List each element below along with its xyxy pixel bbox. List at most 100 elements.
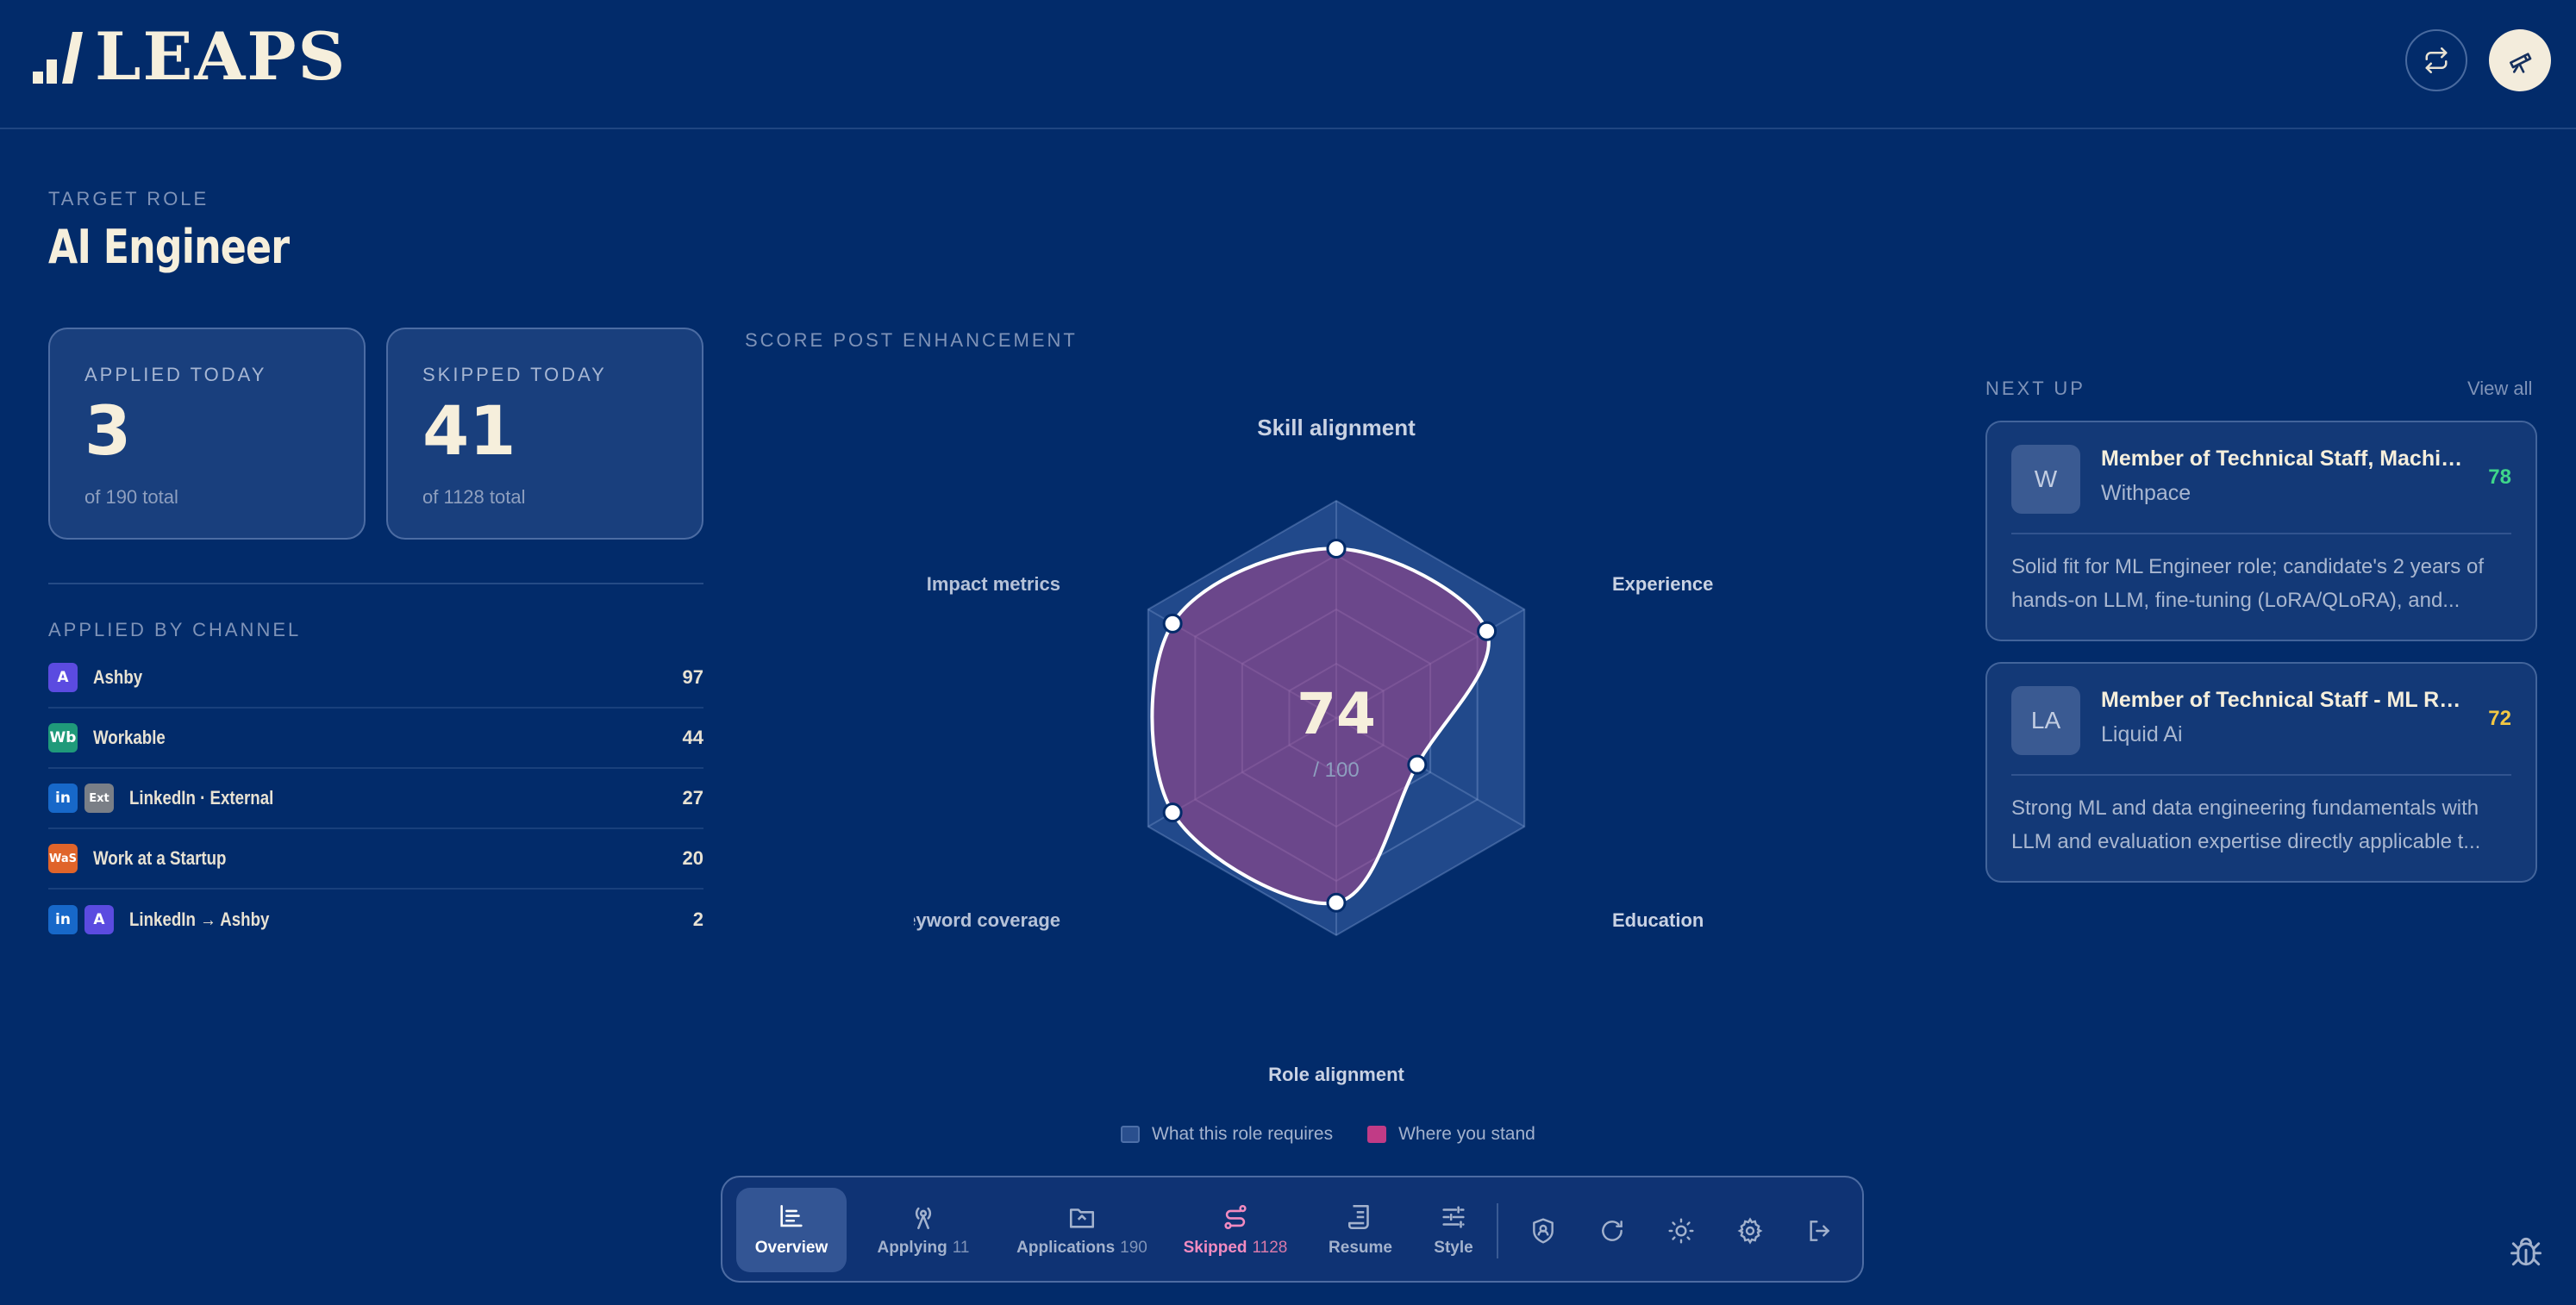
overview-icon [780,1204,803,1227]
channel-badge: A [48,663,78,692]
view-all-link[interactable]: View all [2467,378,2533,399]
skipped-today-card: SKIPPED TODAY 41 of 1128 total [386,328,703,540]
route-icon [1224,1204,1247,1230]
legend-required: What this role requires [1121,1124,1333,1145]
radar-axis-label: Role alignment [1268,1064,1404,1085]
channel-badge: WaS [48,844,78,873]
job-score: 72 [2488,707,2511,730]
tab-label: Applications 190 [1016,1239,1147,1257]
tab-applications[interactable]: Applications 190 [1000,1188,1164,1272]
company-avatar: W [2011,445,2080,514]
score-value: 74 [1297,681,1376,747]
job-title: Member of Technical Staff - ML Research … [2101,688,2472,712]
channel-badge: Ext [84,784,114,813]
gear-icon [1737,1217,1763,1245]
bug-icon [2510,1237,2542,1266]
channel-name: LinkedIn → Ashby [129,909,270,930]
radar-point [1407,754,1428,775]
tab-overview[interactable]: Overview [736,1188,847,1272]
divider [2011,774,2511,776]
repeat-icon [2425,47,2448,73]
job-card[interactable]: W Member of Technical Staff, Machine Lea… [1985,421,2537,641]
channel-row: in A LinkedIn → Ashby 2 [48,890,703,950]
refresh-button[interactable] [1597,1215,1628,1246]
channel-row: Wb Workable 44 [48,709,703,769]
tab-label: Style [1434,1239,1473,1257]
channel-row: in Ext LinkedIn · External 27 [48,769,703,829]
settings-button[interactable] [1735,1215,1766,1246]
radar-legend: What this role requires Where you stand [1121,1124,1535,1145]
job-company: Liquid Ai [2101,722,2183,746]
logout-icon [1810,1221,1830,1241]
tab-label: Applying 11 [877,1239,970,1257]
logo[interactable]: LEAPS [33,18,347,95]
channel-name: Ashby [93,666,143,688]
radar-point [1326,538,1347,559]
radar-chart: Skill alignment Experience Education Role a… [914,415,1713,1085]
channels-label: APPLIED BY CHANNEL [48,619,302,640]
refresh-icon [1602,1221,1623,1241]
app-header: LEAPS [0,0,2576,129]
bottom-dock: Overview Applying 11 Applications 190 Skip… [721,1176,1864,1283]
channel-count: 2 [692,909,703,930]
job-company: Withpace [2101,481,2191,505]
applied-today-card: APPLIED TODAY 3 of 190 total [48,328,366,540]
score-section-label: SCORE POST ENHANCEMENT [745,329,1078,351]
stat-foot: of 190 total [84,486,178,508]
stat-value: 3 [84,393,132,471]
job-description: Solid fit for ML Engineer role; candidat… [2011,555,2484,612]
channel-row: A Ashby 97 [48,648,703,709]
job-card[interactable]: LA Member of Technical Staff - ML Resear… [1985,662,2537,883]
stat-value: 41 [422,393,516,471]
broadcast-icon [915,1207,932,1230]
tab-label: Overview [754,1239,828,1257]
telescope-button[interactable] [2489,29,2551,91]
target-role-label: TARGET ROLE [48,188,209,209]
tab-resume[interactable]: Resume [1309,1188,1412,1272]
privacy-button[interactable] [1528,1215,1559,1246]
channel-badge: A [84,905,114,934]
debug-button[interactable] [2507,1233,2545,1271]
job-description: Strong ML and data engineering fundament… [2011,796,2481,853]
tab-applying[interactable]: Applying 11 [859,1188,988,1272]
radar-point [1162,802,1183,823]
stat-label: APPLIED TODAY [84,364,267,385]
radar-point [1326,892,1347,913]
dock-divider [1497,1203,1498,1258]
channel-name: Workable [93,727,166,748]
company-avatar: LA [2011,686,2080,755]
channel-list: A Ashby 97 Wb Workable 44 in Ext LinkedIn · Exte… [48,648,703,950]
channel-badge: Wb [48,723,78,752]
job-title: Member of Technical Staff, Machine Lear.… [2101,446,2472,471]
channel-badge: in [48,905,78,934]
radar-point [1477,621,1497,641]
telescope-icon [2510,53,2532,73]
logout-button[interactable] [1804,1215,1835,1246]
tab-skipped[interactable]: Skipped 1128 [1171,1188,1300,1272]
folder-icon [1069,1208,1095,1228]
channel-name: LinkedIn · External [129,787,274,809]
legend-swatch-stand [1367,1126,1387,1143]
sliders-icon [1442,1206,1465,1228]
job-score: 78 [2488,465,2511,489]
channel-row: WaS Work at a Startup 20 [48,829,703,890]
sun-icon [1668,1218,1694,1244]
switch-button[interactable] [2405,29,2467,91]
radar-axis-label: Keyword coverage [914,909,1060,931]
shield-user-icon [1533,1218,1554,1244]
legend-stand: Where you stand [1367,1124,1535,1145]
radar-axis-label: Education [1612,909,1704,931]
tab-label: Skipped 1128 [1183,1239,1288,1257]
score-max: / 100 [1313,759,1359,782]
radar-axis-label: Skill alignment [1257,415,1416,440]
radar-axis-label: Impact metrics [927,573,1060,595]
stat-foot: of 1128 total [422,486,526,508]
tab-style[interactable]: Style [1417,1188,1490,1272]
scroll-icon [1347,1204,1369,1230]
divider [2011,533,2511,534]
logo-text: LEAPS [95,18,347,95]
legend-swatch-required [1121,1126,1140,1143]
next-up-label: NEXT UP [1985,378,2085,399]
theme-button[interactable] [1666,1215,1697,1246]
legend-label-required: What this role requires [1152,1124,1334,1144]
